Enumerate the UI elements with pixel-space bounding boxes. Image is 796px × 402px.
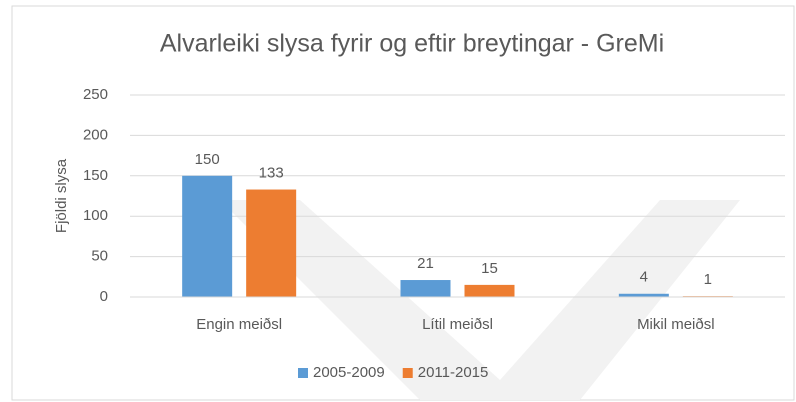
legend-swatch [298, 368, 308, 378]
legend-label: 2005-2009 [313, 364, 385, 381]
watermark [220, 200, 740, 400]
bar [464, 284, 515, 297]
x-tick-label: Engin meiðsl [196, 316, 282, 333]
y-tick-label: 250 [83, 86, 108, 103]
legend-swatch [402, 368, 413, 378]
data-label: 150 [195, 151, 220, 168]
y-axis-label: Fjöldi slysa [53, 158, 70, 233]
chart-title: Alvarleiki slysa fyrir og eftir breyting… [160, 30, 664, 58]
bar [400, 280, 451, 297]
y-tick-label: 200 [83, 126, 108, 143]
data-label: 21 [417, 255, 434, 272]
y-tick-label: 150 [83, 167, 108, 184]
x-tick-label: Mikil meiðsl [637, 316, 715, 333]
bar [246, 189, 297, 297]
data-label: 15 [481, 260, 498, 277]
y-tick-label: 50 [91, 248, 108, 265]
x-tick-label: Lítil meiðsl [422, 316, 493, 333]
data-label: 133 [259, 165, 284, 182]
data-label: 4 [640, 269, 648, 286]
bar [618, 293, 669, 297]
y-tick-label: 0 [100, 288, 108, 305]
legend-label: 2011-2015 [418, 364, 489, 381]
data-label: 1 [704, 271, 712, 288]
y-tick-label: 100 [83, 207, 108, 224]
bar [182, 175, 233, 297]
